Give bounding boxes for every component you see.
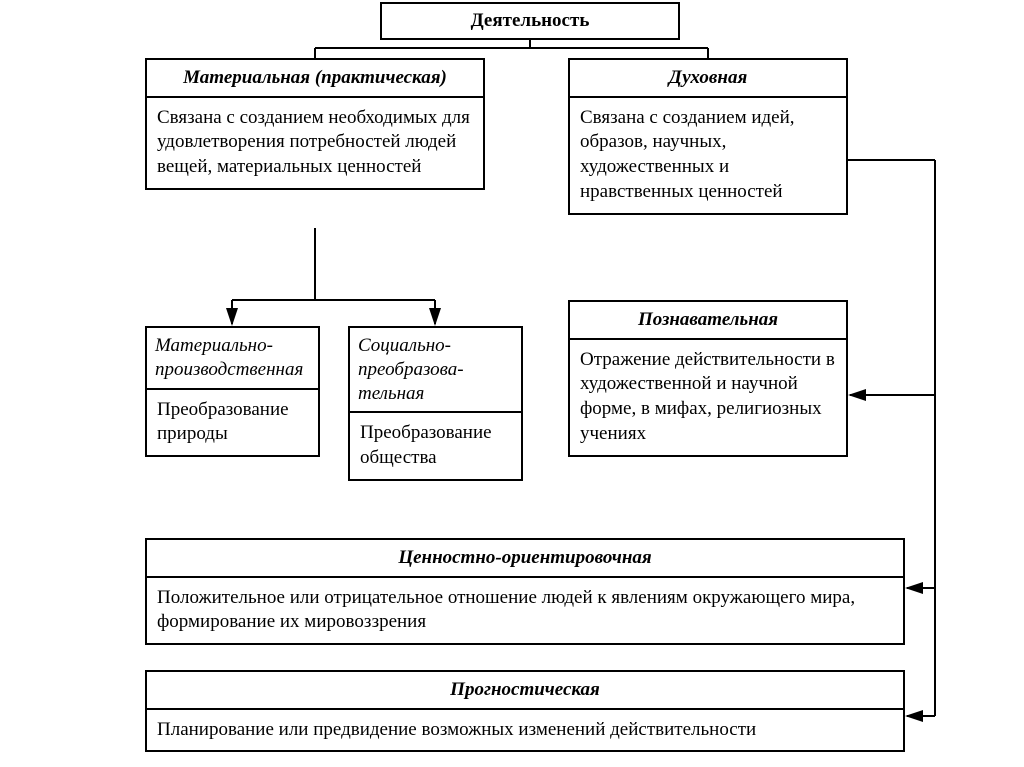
node-cognitive: Познавательная Отражение действи­тельнос…: [568, 300, 848, 457]
diagram-canvas: Деятельность Материальная (практическая)…: [0, 0, 1024, 767]
node-spiritual: Духовная Связана с созданием идей, образ…: [568, 58, 848, 215]
node-mat-prod-body: Преобразова­ние природы: [147, 390, 318, 455]
node-material-body: Связана с созданием необхо­димых для удо…: [147, 98, 483, 188]
node-social-title: Социально-преобразова­тельная: [350, 328, 521, 413]
node-prognostic-body: Планирование или предвидение возможных и…: [147, 710, 903, 751]
node-material: Материальная (практическая) Связана с со…: [145, 58, 485, 190]
node-spiritual-body: Связана с созданием идей, образов, науч­…: [570, 98, 846, 213]
node-mat-prod: Матери­ально-произ­водственная Преобразо…: [145, 326, 320, 457]
node-root-title: Деятельность: [382, 4, 678, 38]
node-value-body: Положительное или отрицательное отношени…: [147, 578, 903, 643]
node-prognostic: Прогностическая Планирование или предвид…: [145, 670, 905, 752]
node-value-title: Ценностно-ориентировочная: [147, 540, 903, 578]
node-root: Деятельность: [380, 2, 680, 40]
node-cognitive-body: Отражение действи­тельности в художе­ств…: [570, 340, 846, 455]
node-material-title: Материальная (практическая): [147, 60, 483, 98]
node-social: Социально-преобразова­тельная Преобразов…: [348, 326, 523, 481]
node-spiritual-title: Духовная: [570, 60, 846, 98]
node-mat-prod-title: Матери­ально-произ­водственная: [147, 328, 318, 390]
node-value: Ценностно-ориентировочная Положительное …: [145, 538, 905, 645]
node-social-body: Преобразова­ние общества: [350, 413, 521, 478]
node-cognitive-title: Познавательная: [570, 302, 846, 340]
node-prognostic-title: Прогностическая: [147, 672, 903, 710]
